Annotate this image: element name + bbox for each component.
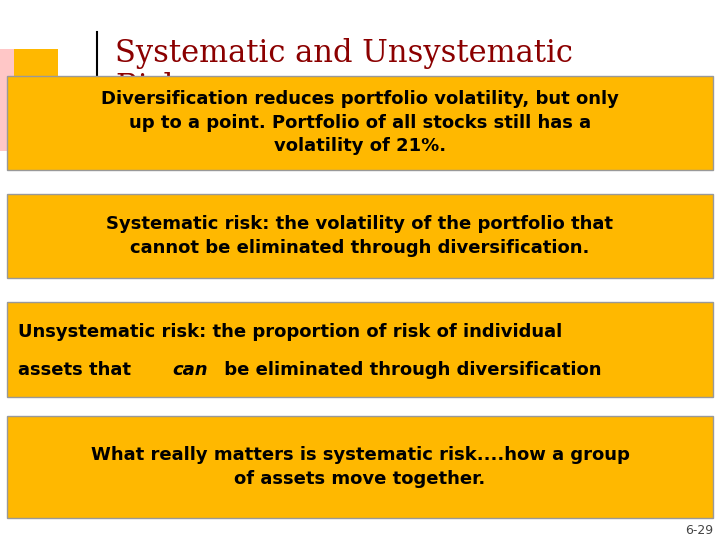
FancyBboxPatch shape — [7, 76, 713, 170]
Text: be eliminated through diversification: be eliminated through diversification — [218, 361, 601, 379]
Text: can: can — [172, 361, 207, 379]
Text: 6-29: 6-29 — [685, 524, 713, 537]
FancyBboxPatch shape — [0, 49, 36, 151]
Text: Systematic risk: the volatility of the portfolio that
cannot be eliminated throu: Systematic risk: the volatility of the p… — [107, 215, 613, 257]
FancyBboxPatch shape — [7, 416, 713, 518]
FancyBboxPatch shape — [14, 49, 58, 151]
FancyBboxPatch shape — [97, 130, 108, 151]
Text: assets that: assets that — [18, 361, 138, 379]
FancyBboxPatch shape — [7, 302, 713, 397]
Text: What really matters is systematic risk....how a group
of assets move together.: What really matters is systematic risk..… — [91, 446, 629, 488]
Text: Systematic and Unsystematic
Risk: Systematic and Unsystematic Risk — [115, 38, 573, 103]
Text: Unsystematic risk: the proportion of risk of individual: Unsystematic risk: the proportion of ris… — [18, 323, 562, 341]
FancyBboxPatch shape — [7, 194, 713, 278]
Text: Diversification reduces portfolio volatility, but only
up to a point. Portfolio : Diversification reduces portfolio volati… — [101, 90, 619, 156]
